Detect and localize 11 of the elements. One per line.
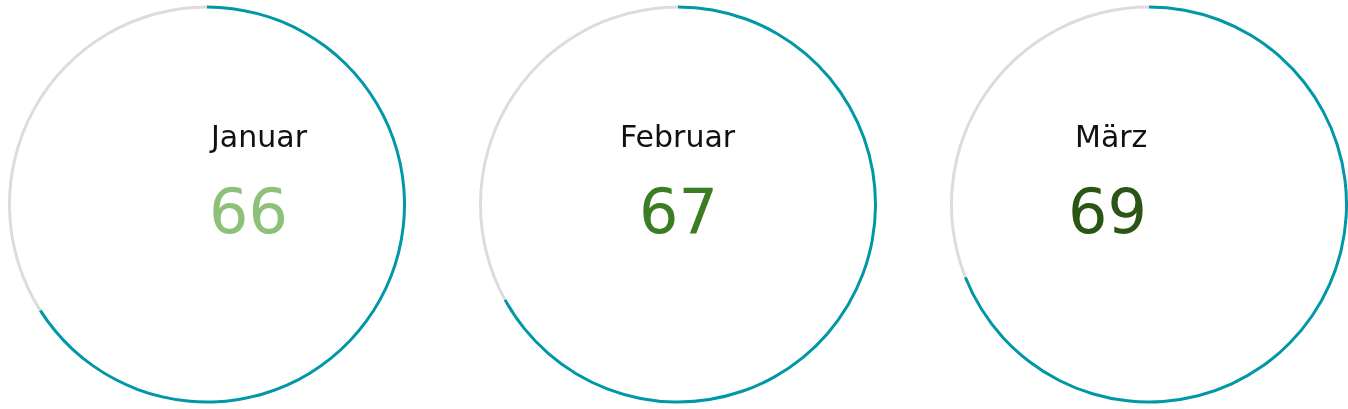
donut-slice <box>503 5 877 404</box>
data-label: 66 <box>209 175 288 248</box>
data-label: 67 <box>639 175 718 248</box>
donut-slice <box>950 5 1149 278</box>
donut-slice <box>963 5 1348 404</box>
data-label: 69 <box>1068 175 1147 248</box>
text: Januar <box>209 119 308 154</box>
donut-slice <box>8 5 207 312</box>
donut-slice <box>38 5 406 404</box>
text: März <box>1075 119 1148 154</box>
text: Februar <box>620 119 736 154</box>
